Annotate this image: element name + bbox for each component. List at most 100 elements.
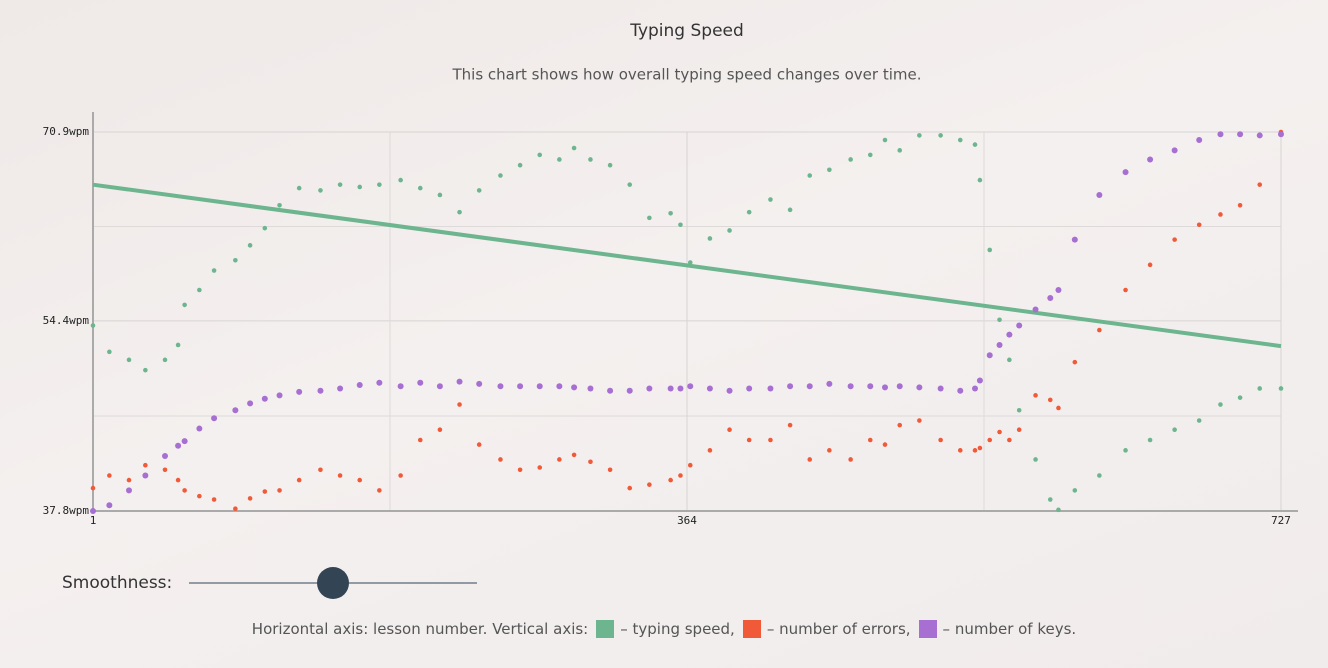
point — [826, 380, 833, 387]
point — [827, 167, 832, 173]
legend: Horizontal axis: lesson number. Vertical… — [0, 620, 1328, 638]
point — [806, 383, 813, 390]
point — [1257, 182, 1263, 187]
point — [897, 422, 903, 428]
point — [261, 395, 268, 402]
point — [1047, 397, 1053, 403]
point — [957, 387, 964, 394]
point — [537, 152, 543, 158]
point — [356, 382, 363, 389]
point — [972, 448, 978, 453]
point — [1016, 427, 1022, 433]
point — [377, 488, 382, 493]
point — [417, 437, 423, 443]
point — [848, 157, 853, 162]
point — [233, 506, 238, 512]
point — [398, 473, 403, 478]
point — [938, 133, 943, 138]
point — [437, 192, 443, 198]
point — [972, 142, 978, 147]
point — [498, 173, 503, 178]
point — [867, 437, 873, 443]
point — [162, 453, 168, 460]
point — [986, 352, 993, 359]
y-tick-label: 54.4wpm — [43, 314, 90, 327]
point — [277, 202, 282, 208]
point — [787, 422, 793, 428]
point — [1007, 357, 1012, 363]
point — [1097, 327, 1102, 333]
point — [318, 188, 323, 193]
point — [337, 473, 343, 478]
point — [233, 257, 238, 263]
point — [687, 462, 693, 468]
point — [897, 148, 903, 153]
point — [1278, 386, 1284, 391]
point — [571, 452, 577, 458]
point — [668, 210, 673, 216]
point — [987, 437, 993, 443]
point — [175, 477, 181, 483]
point — [90, 508, 96, 514]
point — [142, 472, 149, 479]
point — [417, 379, 424, 386]
legend-swatch — [918, 620, 937, 638]
point — [211, 268, 217, 273]
point — [768, 437, 773, 443]
point — [456, 378, 463, 385]
point — [1047, 295, 1054, 302]
chart-subtitle: This chart shows how overall typing spee… — [452, 66, 922, 84]
point — [976, 377, 983, 384]
x-tick-label: 364 — [677, 514, 697, 527]
point — [357, 477, 363, 483]
point — [1056, 405, 1061, 411]
point — [787, 207, 793, 213]
point — [197, 493, 202, 499]
legend-swatch — [596, 620, 615, 638]
point — [556, 383, 563, 390]
point — [1006, 331, 1013, 338]
point — [1097, 473, 1102, 478]
axes-note: Horizontal axis: lesson number. Vertical… — [251, 620, 589, 638]
point — [937, 385, 944, 392]
point — [746, 385, 753, 392]
point — [1257, 386, 1263, 391]
point — [1147, 156, 1154, 163]
point — [476, 188, 482, 193]
point — [557, 157, 562, 162]
point — [677, 385, 684, 392]
point — [337, 182, 343, 187]
point — [337, 385, 344, 392]
point — [247, 496, 253, 501]
point — [626, 387, 633, 394]
point — [707, 236, 713, 241]
point — [746, 209, 752, 215]
point — [627, 182, 633, 187]
point — [175, 342, 181, 348]
point — [1072, 359, 1078, 365]
point — [247, 400, 254, 407]
point — [668, 477, 673, 483]
point — [1096, 191, 1103, 198]
point — [1237, 202, 1243, 208]
point — [1217, 131, 1224, 138]
point — [987, 247, 993, 253]
point — [517, 467, 523, 473]
point — [1196, 222, 1202, 228]
point — [90, 323, 96, 328]
point — [1172, 427, 1177, 433]
point — [211, 497, 217, 502]
point — [437, 427, 443, 433]
point — [1123, 448, 1128, 453]
point — [262, 489, 268, 494]
point — [232, 407, 239, 414]
point — [1016, 322, 1023, 329]
point — [571, 145, 577, 151]
slider-thumb[interactable] — [317, 567, 349, 599]
x-tick-label: 1 — [90, 514, 97, 527]
point — [196, 425, 203, 432]
point — [607, 387, 614, 394]
point — [1171, 147, 1178, 154]
point — [318, 467, 323, 473]
